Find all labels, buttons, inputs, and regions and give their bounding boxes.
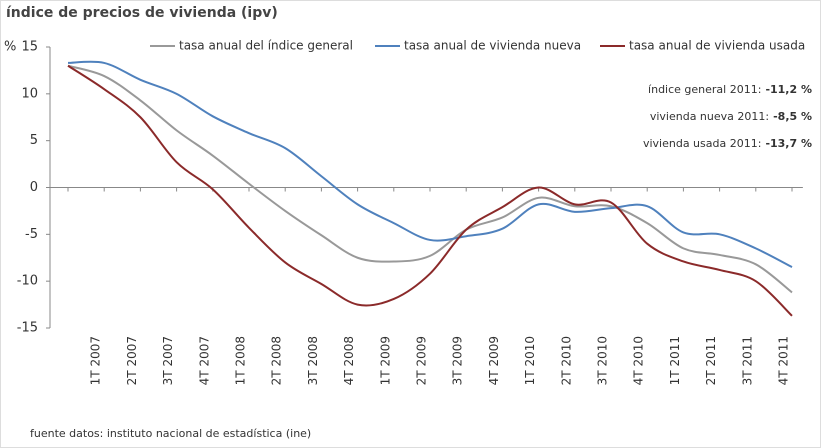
x-tick-label: 4T 2008	[342, 336, 356, 385]
x-tick-label: 1T 2007	[89, 336, 103, 385]
x-tick-label: 2T 2008	[270, 336, 284, 385]
series-line	[67, 64, 793, 317]
x-tick-label: 3T 2009	[451, 336, 465, 385]
y-label: %	[4, 40, 16, 55]
x-tick-label: 1T 2008	[234, 336, 248, 385]
x-tick-label: 3T 2007	[161, 336, 175, 385]
legend-label: tasa anual de vivienda nueva	[404, 39, 581, 53]
source: fuente datos: instituto nacional de esta…	[30, 427, 311, 440]
y-tick-label: -10	[17, 274, 38, 289]
x-tick-label: 4T 2011	[777, 336, 791, 385]
x-tick-label: 2T 2009	[415, 336, 429, 385]
legend-label: tasa anual del índice general	[179, 39, 353, 53]
x-tick-label: 4T 2009	[487, 336, 501, 385]
annotation-value: -13,7 %	[765, 137, 812, 150]
annotation: índice general 2011: -11,2 %	[648, 83, 812, 96]
annotation-label: vivienda usada 2011:	[643, 137, 761, 150]
annotation-label: vivienda nueva 2011:	[650, 110, 769, 123]
y-tick-label: 15	[21, 40, 38, 55]
annotation: vivienda usada 2011: -13,7 %	[643, 137, 812, 150]
x-tick-label: 3T 2008	[306, 336, 320, 385]
x-tick-label: 4T 2007	[197, 336, 211, 385]
series-line	[67, 60, 793, 269]
y-tick-label: -5	[25, 227, 38, 242]
y-tick-label: 0	[30, 180, 38, 195]
series-line	[67, 64, 793, 294]
y-tick-label: 10	[21, 86, 38, 101]
x-tick-label: 1T 2010	[523, 336, 537, 385]
annotation-value: -11,2 %	[765, 83, 812, 96]
x-tick-label: 2T 2010	[559, 336, 573, 385]
x-tick-label: 3T 2010	[596, 336, 610, 385]
annotation-value: -8,5 %	[773, 110, 812, 123]
y-tick-label: -15	[17, 321, 38, 336]
x-tick-label: 2T 2011	[704, 336, 718, 385]
x-tick-label: 1T 2009	[378, 336, 392, 385]
x-tick-label: 1T 2011	[668, 336, 682, 385]
y-tick-label: 5	[30, 133, 38, 148]
annotation: vivienda nueva 2011: -8,5 %	[650, 110, 812, 123]
chart-title: índice de precios de vivienda (ipv)	[6, 5, 278, 21]
legend-label: tasa anual de vivienda usada	[629, 39, 805, 53]
x-tick-label: 2T 2007	[125, 336, 139, 385]
x-tick-label: 3T 2011	[740, 336, 754, 385]
annotation-label: índice general 2011:	[648, 83, 761, 96]
x-tick-label: 4T 2010	[632, 336, 646, 385]
